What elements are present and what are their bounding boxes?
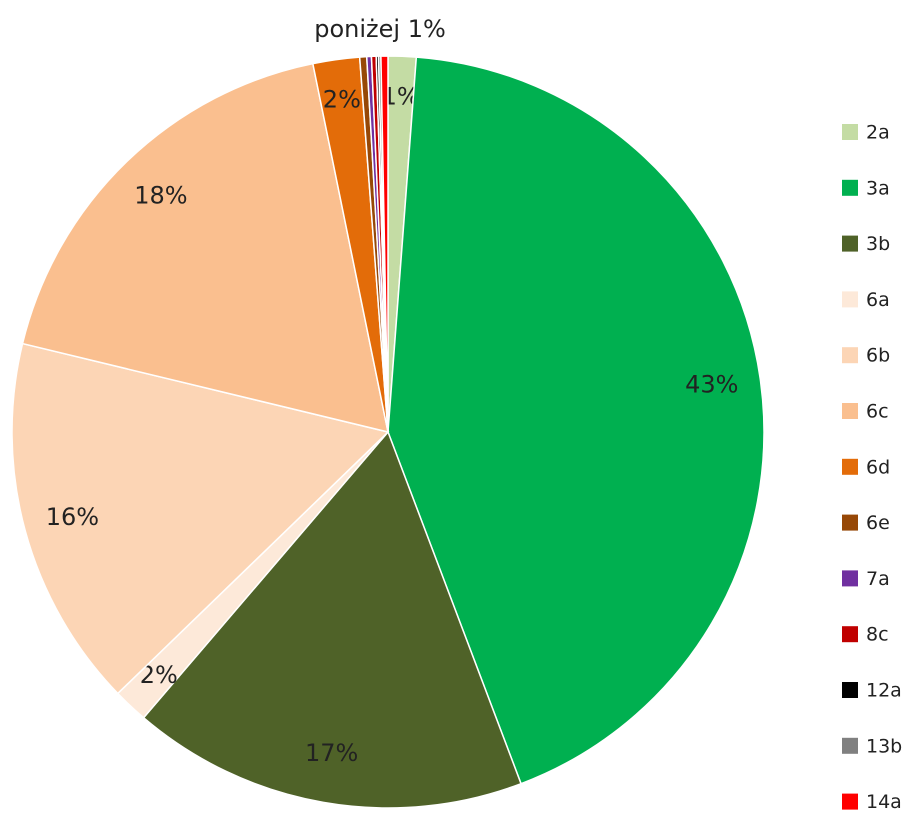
legend-swatch	[842, 235, 858, 252]
pie-slice	[142, 430, 523, 809]
annotation: poniżej 1%	[314, 15, 446, 43]
legend-label: 6c	[866, 401, 889, 423]
legend-label: 6a	[866, 289, 890, 311]
legend-label: 13b	[866, 735, 902, 757]
data-label: 16%	[46, 503, 99, 531]
pie-slice	[387, 56, 765, 785]
pie-slice	[11, 342, 390, 695]
legend-swatch	[842, 403, 858, 419]
legend-swatch	[842, 291, 858, 308]
legend-swatch	[842, 458, 858, 475]
legend-swatch	[842, 514, 858, 531]
legend-swatch	[842, 570, 858, 587]
legend-label: 14a	[866, 791, 902, 813]
legend-swatch	[842, 124, 858, 140]
legend-swatch	[842, 179, 858, 196]
legend-label: 6e	[866, 512, 890, 534]
legend-label: 6d	[866, 456, 890, 478]
legend-label: 2a	[866, 122, 890, 144]
legend-label: 7a	[866, 568, 890, 590]
legend-swatch	[842, 347, 858, 364]
legend-label: 12a	[866, 680, 902, 702]
data-label: 43%	[685, 370, 738, 398]
legend-label: 6b	[866, 345, 890, 367]
legend-label: 3b	[866, 233, 890, 255]
legend-swatch	[842, 626, 858, 643]
data-label: 18%	[134, 182, 187, 210]
pie-slice	[380, 55, 389, 433]
legend-label: 3a	[866, 177, 890, 199]
pie-slice	[21, 62, 389, 434]
legend-swatch	[842, 682, 858, 698]
data-label: 17%	[305, 739, 358, 767]
legend-swatch	[842, 793, 858, 810]
legend-swatch	[842, 737, 858, 754]
legend-label: 8c	[866, 624, 889, 646]
data-label: 2%	[323, 86, 361, 114]
